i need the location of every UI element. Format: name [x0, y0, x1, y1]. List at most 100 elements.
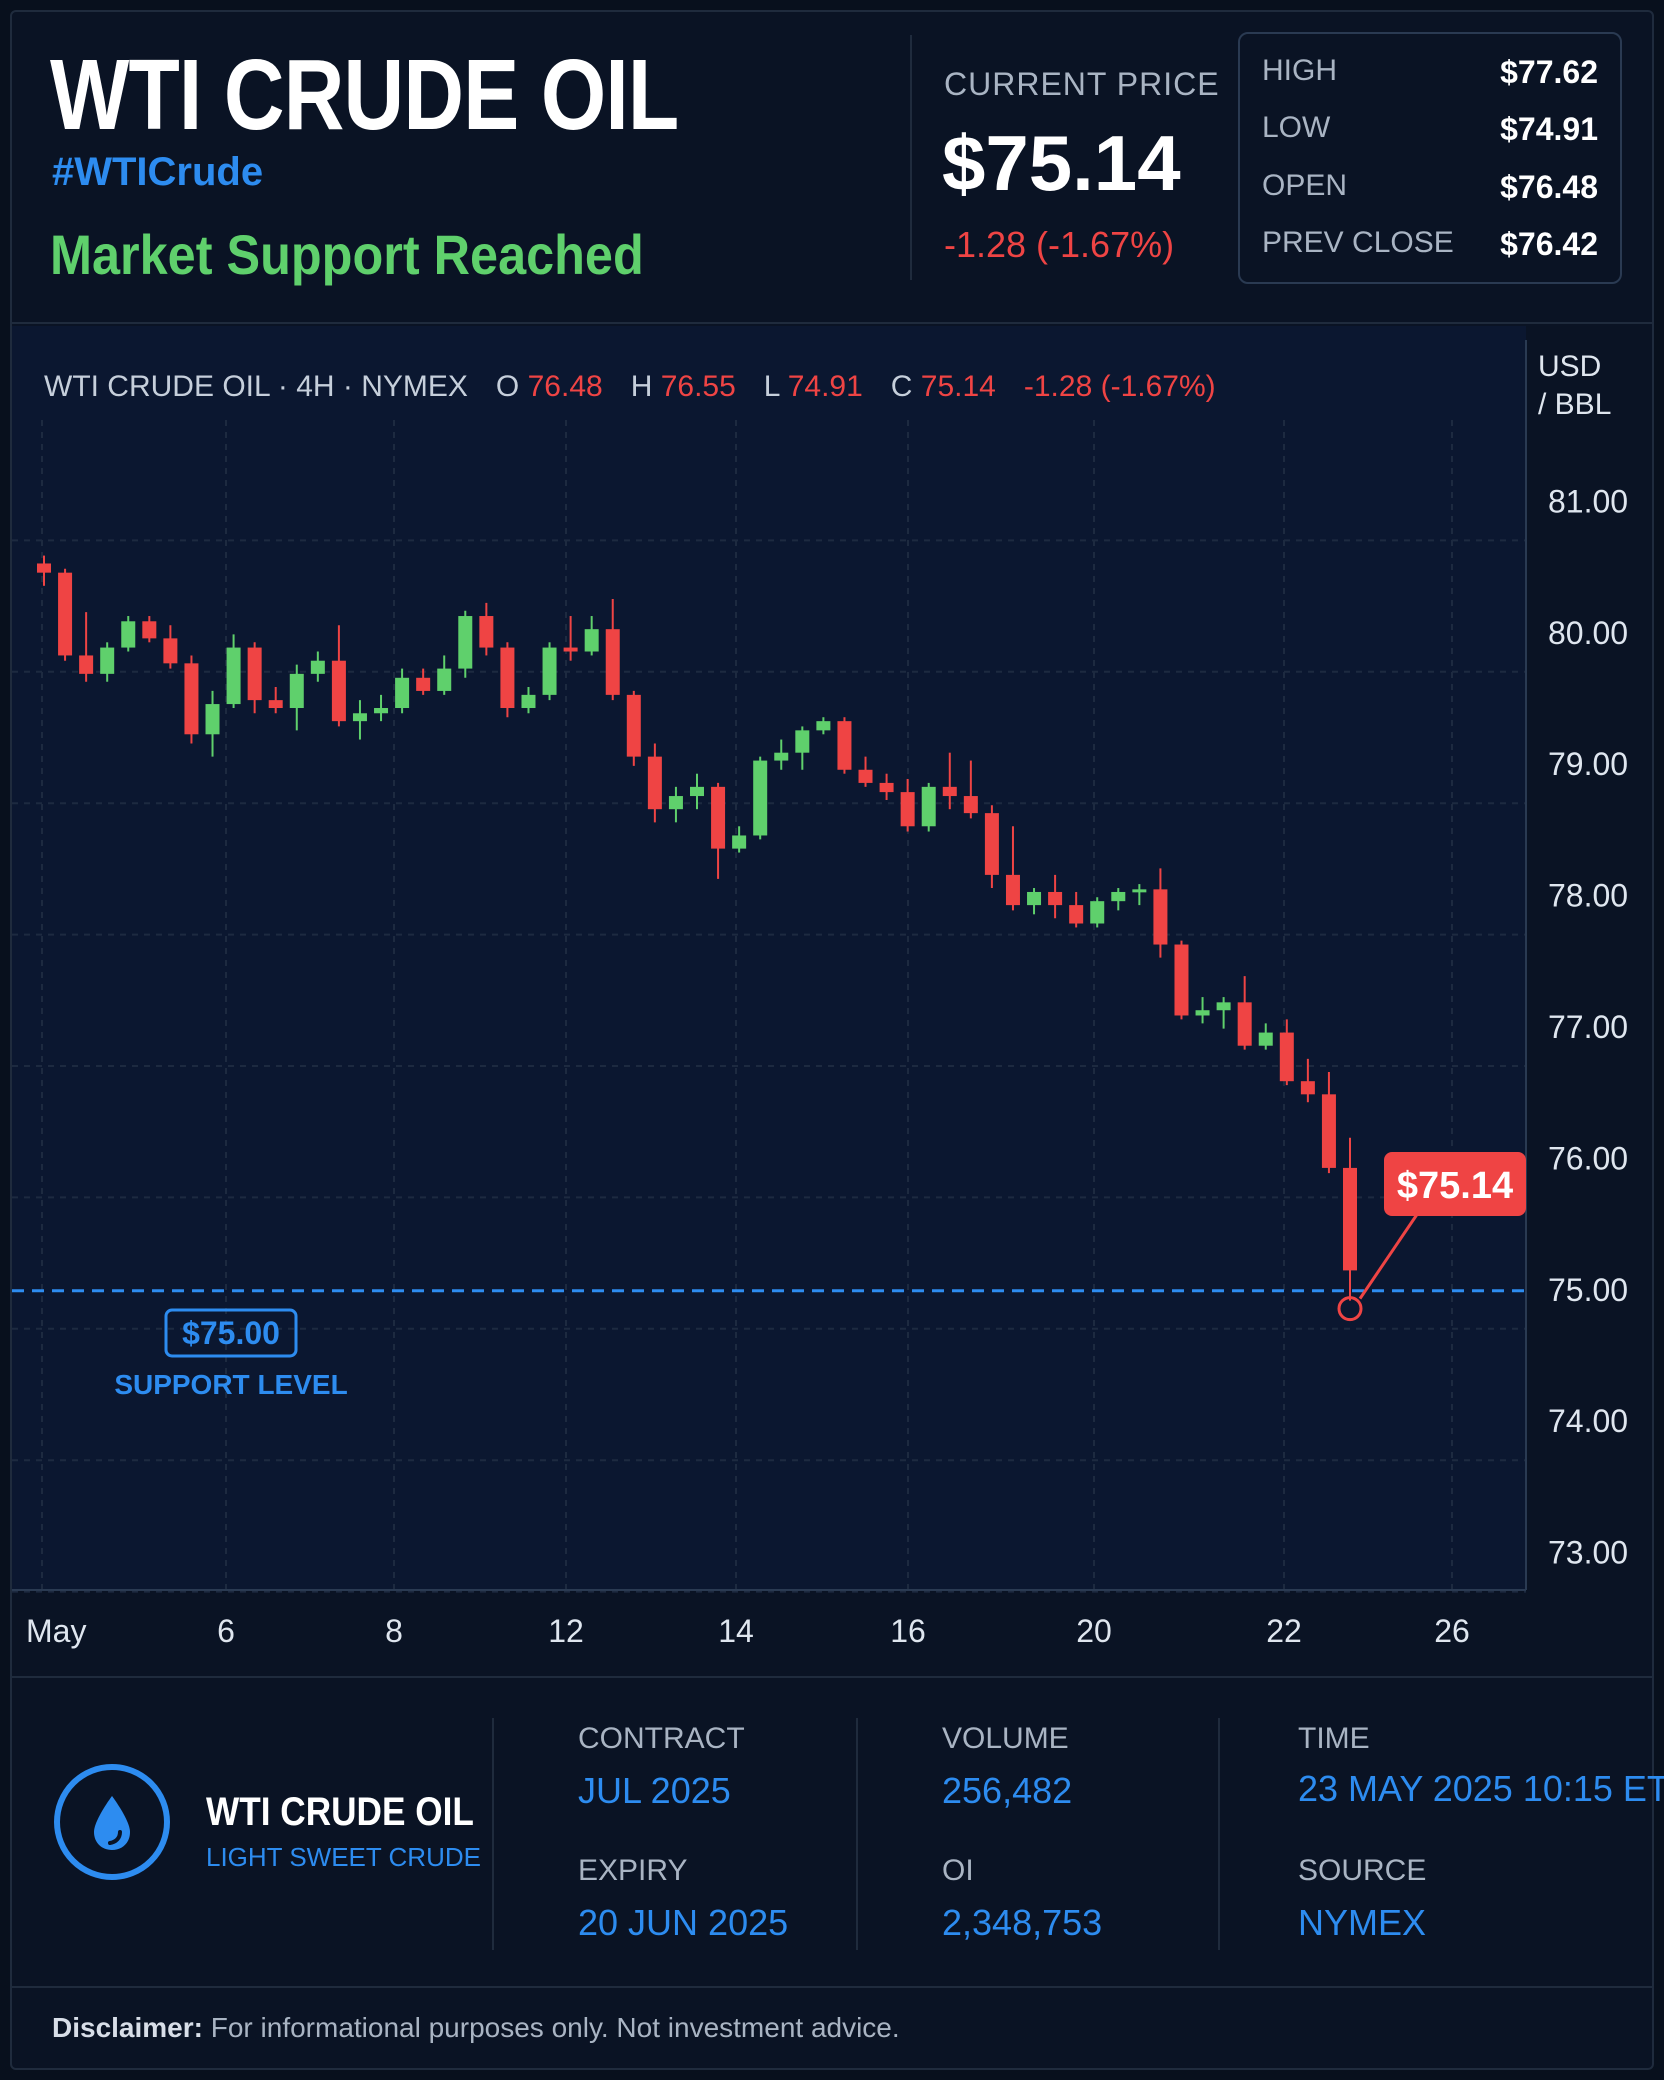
candle-body [226, 647, 241, 705]
candle [921, 782, 936, 832]
y-axis-unit: USD / BBL [1538, 348, 1611, 424]
candle [331, 625, 346, 727]
stat-prev-close-value: $76.42 [1500, 226, 1598, 262]
y-tick-label: 75.00 [1548, 1272, 1628, 1308]
x-tick-label: 6 [217, 1613, 235, 1649]
candle-body [690, 786, 704, 797]
candle [289, 664, 304, 731]
candle-body [1153, 889, 1168, 945]
x-tick-label: 14 [718, 1613, 754, 1649]
candle [458, 610, 473, 678]
volume-value: 256,482 [942, 1770, 1073, 1811]
candle-body [205, 704, 220, 735]
candle-body [331, 660, 346, 722]
candle [584, 616, 599, 656]
candle-body [58, 572, 73, 656]
contract-value: JUL 2025 [578, 1770, 731, 1811]
stat-high: HIGH $77.62 [1262, 54, 1598, 94]
candle [837, 717, 852, 774]
candle-body [1027, 891, 1042, 906]
candle-body [79, 655, 94, 674]
candle-body [984, 813, 999, 875]
stat-low: LOW $74.91 [1262, 111, 1598, 151]
candle-body [942, 786, 957, 797]
candle-body [521, 694, 536, 709]
candle [374, 694, 389, 722]
stat-high-label: HIGH [1262, 54, 1337, 87]
price-change: -1.28 (-1.67%) [944, 224, 1175, 265]
candle [1090, 897, 1105, 928]
drop-icon-circle [54, 1764, 170, 1880]
candle [1195, 997, 1210, 1024]
candle [858, 756, 873, 787]
legend-high-value: 76.55 [660, 370, 736, 403]
candle-body [1069, 905, 1084, 924]
stat-prev-close: PREV CLOSE $76.42 [1262, 226, 1598, 266]
candle [416, 668, 431, 695]
time-value: 23 MAY 2025 10:15 ET [1298, 1768, 1664, 1809]
candle-body [1279, 1032, 1294, 1082]
stat-open-label: OPEN [1262, 169, 1348, 202]
y-tick-label: 77.00 [1548, 1009, 1628, 1045]
candle [1027, 888, 1042, 915]
candle-body [1132, 889, 1147, 893]
legend-high-label: H [630, 370, 653, 403]
current-price-label: CURRENT PRICE [944, 66, 1220, 102]
candle [163, 625, 178, 669]
candle-body [458, 616, 473, 669]
x-tick-label: 20 [1076, 1613, 1112, 1649]
disclaimer: Disclaimer: For informational purposes o… [52, 2012, 900, 2044]
candle [1153, 868, 1168, 958]
candle [1279, 1019, 1294, 1086]
candle [1258, 1023, 1273, 1050]
candle-body [753, 760, 768, 836]
candles-group [37, 555, 1357, 1301]
candle-body [774, 752, 789, 761]
y-tick-label: 81.00 [1548, 483, 1628, 519]
stat-high-value: $77.62 [1500, 54, 1598, 90]
hashtag[interactable]: #WTICrude [52, 150, 264, 194]
stat-low-label: LOW [1262, 111, 1331, 144]
candle-body [100, 647, 115, 674]
current-price-value: $75.14 [942, 119, 1181, 207]
candle [816, 717, 831, 735]
candle [437, 655, 452, 695]
candle-body [647, 756, 662, 810]
candlestick-chart[interactable]: $75.00 SUPPORT LEVEL 81.00 80.00 79.00 78.00… [0, 0, 1664, 1676]
headline: Market Support Reached [50, 223, 644, 286]
candle [1069, 891, 1084, 928]
candle-body [816, 721, 831, 731]
candle-body [732, 835, 747, 849]
candle [58, 568, 73, 661]
support-price-box [164, 1308, 298, 1358]
candle-body [1258, 1032, 1273, 1046]
candle [690, 773, 704, 810]
candle-body [500, 647, 515, 709]
candle-body [37, 563, 51, 573]
candle-body [247, 647, 262, 701]
page-title: WTI CRUDE OIL [50, 39, 679, 151]
candle-body [1237, 1002, 1252, 1046]
time-label: TIME [1298, 1722, 1370, 1755]
candle [352, 700, 367, 740]
candle-body [542, 647, 557, 695]
candle [521, 686, 536, 714]
candle [942, 752, 957, 810]
x-tick-label: 22 [1266, 1613, 1302, 1649]
candle [668, 786, 683, 823]
oil-drop-icon [94, 1796, 130, 1850]
legend-close-label: C [890, 370, 913, 403]
candle-body [1005, 874, 1020, 906]
candle [753, 756, 768, 840]
candle [795, 726, 810, 770]
candle-body [795, 730, 810, 753]
candle-body [1090, 901, 1105, 924]
y-tick-label: 78.00 [1548, 878, 1628, 914]
last-price-leader [1358, 1209, 1422, 1300]
legend-close-value: 75.14 [920, 370, 996, 403]
candle-body [921, 786, 936, 827]
footer-divider-1 [492, 1718, 494, 1950]
candle-body [563, 647, 578, 652]
expiry-label: EXPIRY [578, 1854, 688, 1887]
candle-body [416, 677, 431, 691]
